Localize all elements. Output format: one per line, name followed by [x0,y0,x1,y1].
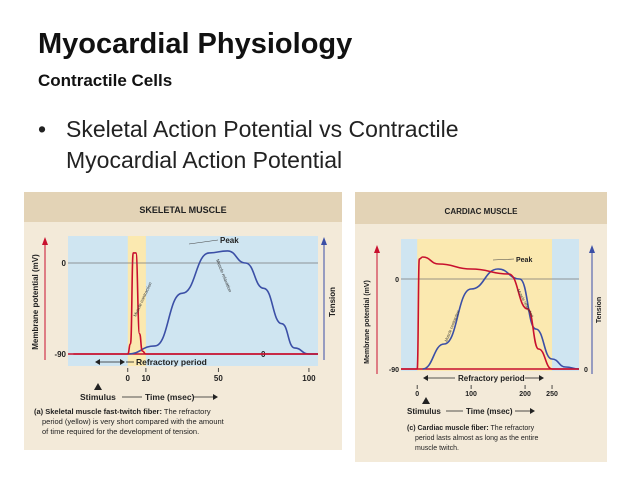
header-band [355,192,607,224]
time-arrow-head [213,394,218,400]
refractory-zone [417,239,553,371]
caption-line-1: (a) Skeletal muscle fast-twitch fiber: T… [34,407,211,416]
x-tick-label: 250 [546,391,558,398]
skeletal-muscle-panel: SKELETAL MUSCLE 0 -90 0 Membrane potenti… [24,192,342,450]
y-label-left: Membrane potential (mV) [31,254,40,350]
y-tick-0: 0 [62,259,67,268]
peak-leader [492,258,515,261]
refractory-arrow-head-left [95,359,100,365]
caption-line-3: muscle twitch. [415,445,459,452]
plot-area [68,236,318,366]
refractory-label: Refractory period [458,374,525,383]
bullet-symbol: • [38,116,47,142]
stimulus-label: Stimulus [407,407,441,416]
membrane-arrow-head [42,237,48,245]
y-label-right: Tension [328,287,337,317]
x-axis-label: Time (msec) [145,392,195,402]
caption-line-1: (c) Cardiac muscle fiber: The refractory [407,425,535,432]
stimulus-marker [94,383,102,390]
refractory-arrow-head-left [423,375,428,381]
x-tick-group: 0 10 50 100 [126,368,316,383]
refractory-arrow-head-right [120,359,125,365]
slide-subtitle: Contractile Cells [38,71,173,90]
y-label-right: Tension [596,297,603,323]
y-label-left: Membrane potential (mV) [364,280,371,364]
peak-leader [188,239,219,245]
caption-text-1: The refractory [164,407,211,416]
stimulus-marker [422,397,430,404]
x-axis-label: Time (msec) [466,407,513,416]
stimulus-label: Stimulus [80,392,116,402]
refractory-arrow-head-right [539,375,544,381]
skeletal-muscle-chart: SKELETAL MUSCLE 0 -90 0 Membrane potenti… [24,192,342,436]
caption-line-2: period lasts almost as long as the entir… [415,435,538,442]
time-arrow-head [530,408,535,414]
peak-label: Peak [516,257,532,264]
chart-title: CARDIAC MUSCLE [445,207,519,216]
x-tick-label: 100 [302,374,316,383]
caption-bold: (a) Skeletal muscle fast-twitch fiber: [34,407,162,416]
tension-arrow-head [321,237,327,245]
membrane-arrow-head [374,245,380,253]
bullet-line-1: Skeletal Action Potential vs Contractile [66,116,459,142]
slide-title: Myocardial Physiology [38,28,353,60]
caption-text-1: The refractory [491,425,535,432]
tension-curve [127,250,318,355]
x-tick-label: 0 [415,391,419,398]
x-tick-label: 10 [141,374,150,383]
x-tick-group: 0 100 200 250 [415,385,558,398]
cardiac-muscle-panel: CARDIAC MUSCLE 0 -90 0 Membrane potentia… [355,192,607,462]
caption-line-2: period (yellow) is very short compared w… [42,417,225,426]
x-tick-label: 0 [126,374,131,383]
bullet-line-2: Myocardial Action Potential [66,147,343,173]
membrane-potential-curve [400,256,579,370]
caption-bold: (c) Cardiac muscle fiber: [407,425,489,432]
header-band [24,192,342,222]
y-tick-0: 0 [395,277,399,284]
caption-line-3: of time required for the development of … [42,427,199,436]
x-tick-label: 100 [465,391,477,398]
refractory-label: Refractory period [136,357,207,367]
tension-curve [422,268,580,370]
cardiac-muscle-chart: CARDIAC MUSCLE 0 -90 0 Membrane potentia… [355,192,607,452]
bullet-text: Skeletal Action Potential vs Contractile… [66,114,606,176]
x-tick-label: 200 [519,391,531,398]
peak-label: Peak [220,236,239,245]
y-tick-neg90: -90 [54,350,66,359]
right-tick-0: 0 [584,367,588,374]
y-tick-neg90: -90 [389,367,399,374]
membrane-potential-curve [73,252,318,355]
tension-arrow-head [589,245,595,253]
x-tick-label: 50 [214,374,223,383]
chart-title: SKELETAL MUSCLE [139,205,226,215]
